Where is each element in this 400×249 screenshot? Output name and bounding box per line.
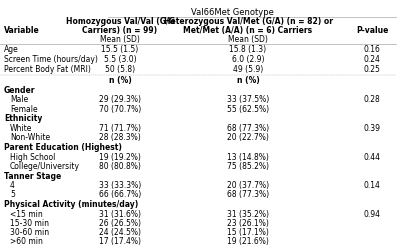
Text: Percent Body Fat (MRI): Percent Body Fat (MRI) bbox=[4, 65, 91, 74]
Text: Mean (SD): Mean (SD) bbox=[228, 35, 268, 44]
Text: Val66Met Genotype: Val66Met Genotype bbox=[190, 8, 274, 17]
Text: 0.16: 0.16 bbox=[364, 45, 380, 54]
Text: 49 (5.9): 49 (5.9) bbox=[233, 65, 263, 74]
Text: Non-White: Non-White bbox=[10, 133, 50, 142]
Text: 15 (17.1%): 15 (17.1%) bbox=[227, 228, 269, 237]
Text: Ethnicity: Ethnicity bbox=[4, 114, 42, 123]
Text: Parent Education (Highest): Parent Education (Highest) bbox=[4, 143, 122, 152]
Text: 24 (24.5%): 24 (24.5%) bbox=[99, 228, 141, 237]
Text: 20 (37.7%): 20 (37.7%) bbox=[227, 181, 269, 190]
Text: Variable: Variable bbox=[4, 26, 40, 35]
Text: 55 (62.5%): 55 (62.5%) bbox=[227, 105, 269, 114]
Text: 17 (17.4%): 17 (17.4%) bbox=[99, 238, 141, 247]
Text: 15-30 min: 15-30 min bbox=[10, 219, 49, 228]
Text: <15 min: <15 min bbox=[10, 210, 43, 219]
Text: 4: 4 bbox=[10, 181, 15, 190]
Text: 33 (37.5%): 33 (37.5%) bbox=[227, 95, 269, 104]
Text: 20 (22.7%): 20 (22.7%) bbox=[227, 133, 269, 142]
Text: Physical Activity (minutes/day): Physical Activity (minutes/day) bbox=[4, 200, 138, 209]
Text: n (%): n (%) bbox=[109, 75, 131, 85]
Text: 19 (21.6%): 19 (21.6%) bbox=[227, 238, 269, 247]
Text: 23 (26.1%): 23 (26.1%) bbox=[227, 219, 269, 228]
Text: n (%): n (%) bbox=[237, 75, 259, 85]
Text: 68 (77.3%): 68 (77.3%) bbox=[227, 190, 269, 199]
Text: 71 (71.7%): 71 (71.7%) bbox=[99, 124, 141, 133]
Text: 0.94: 0.94 bbox=[364, 210, 380, 219]
Text: 0.28: 0.28 bbox=[364, 95, 380, 104]
Text: Carriers) (n = 99): Carriers) (n = 99) bbox=[82, 26, 158, 35]
Text: Met/Met (A/A) (n = 6) Carriers: Met/Met (A/A) (n = 6) Carriers bbox=[184, 26, 312, 35]
Text: 28 (28.3%): 28 (28.3%) bbox=[99, 133, 141, 142]
Text: Female: Female bbox=[10, 105, 38, 114]
Text: High School: High School bbox=[10, 153, 55, 162]
Text: 68 (77.3%): 68 (77.3%) bbox=[227, 124, 269, 133]
Text: Screen Time (hours/day): Screen Time (hours/day) bbox=[4, 55, 98, 64]
Text: Age: Age bbox=[4, 45, 19, 54]
Text: College/University: College/University bbox=[10, 162, 80, 171]
Text: 6.0 (2.9): 6.0 (2.9) bbox=[232, 55, 264, 64]
Text: 0.44: 0.44 bbox=[364, 153, 380, 162]
Text: Tanner Stage: Tanner Stage bbox=[4, 172, 61, 181]
Text: Gender: Gender bbox=[4, 86, 36, 95]
Text: 80 (80.8%): 80 (80.8%) bbox=[99, 162, 141, 171]
Text: 15.5 (1.5): 15.5 (1.5) bbox=[101, 45, 139, 54]
Text: 66 (66.7%): 66 (66.7%) bbox=[99, 190, 141, 199]
Text: 15.8 (1.3): 15.8 (1.3) bbox=[230, 45, 266, 54]
Text: 75 (85.2%): 75 (85.2%) bbox=[227, 162, 269, 171]
Text: P-value: P-value bbox=[356, 26, 388, 35]
Text: 5: 5 bbox=[10, 190, 15, 199]
Text: 70 (70.7%): 70 (70.7%) bbox=[99, 105, 141, 114]
Text: Mean (SD): Mean (SD) bbox=[100, 35, 140, 44]
Text: 50 (5.8): 50 (5.8) bbox=[105, 65, 135, 74]
Text: 0.24: 0.24 bbox=[364, 55, 380, 64]
Text: 26 (26.5%): 26 (26.5%) bbox=[99, 219, 141, 228]
Text: Homozygous Val/Val (G/G: Homozygous Val/Val (G/G bbox=[66, 17, 174, 26]
Text: 33 (33.3%): 33 (33.3%) bbox=[99, 181, 141, 190]
Text: 31 (31.6%): 31 (31.6%) bbox=[99, 210, 141, 219]
Text: >60 min: >60 min bbox=[10, 238, 43, 247]
Text: 29 (29.3%): 29 (29.3%) bbox=[99, 95, 141, 104]
Text: Heterozygous Val/Met (G/A) (n = 82) or: Heterozygous Val/Met (G/A) (n = 82) or bbox=[164, 17, 332, 26]
Text: 31 (35.2%): 31 (35.2%) bbox=[227, 210, 269, 219]
Text: 19 (19.2%): 19 (19.2%) bbox=[99, 153, 141, 162]
Text: 0.25: 0.25 bbox=[364, 65, 380, 74]
Text: 30-60 min: 30-60 min bbox=[10, 228, 49, 237]
Text: 0.39: 0.39 bbox=[364, 124, 380, 133]
Text: White: White bbox=[10, 124, 32, 133]
Text: 0.14: 0.14 bbox=[364, 181, 380, 190]
Text: Male: Male bbox=[10, 95, 28, 104]
Text: 13 (14.8%): 13 (14.8%) bbox=[227, 153, 269, 162]
Text: 5.5 (3.0): 5.5 (3.0) bbox=[104, 55, 136, 64]
